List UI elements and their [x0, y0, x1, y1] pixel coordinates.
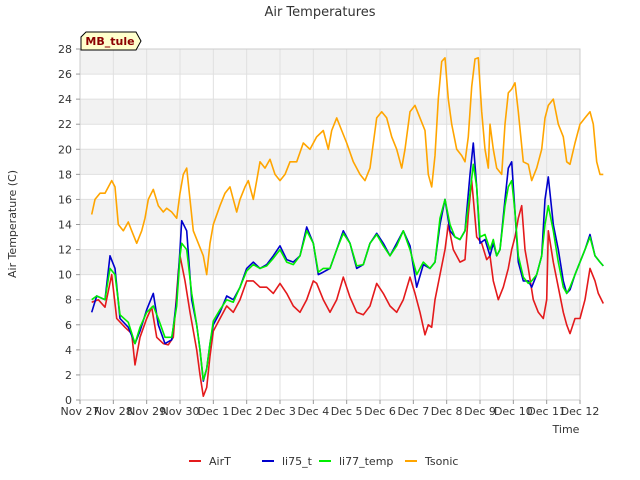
y-tick-label: 22 — [58, 118, 72, 131]
legend: AirT li75_t li77_temp Tsonic — [189, 455, 458, 468]
legend-label: li77_temp — [339, 455, 393, 468]
y-tick-label: 14 — [58, 219, 72, 232]
x-tick-label: Dec 9 — [464, 405, 496, 418]
legend-label: li75_t — [282, 455, 313, 468]
x-tick-label: Dec 8 — [431, 405, 463, 418]
series-line-tsonic — [90, 57, 604, 276]
x-tick-label: Dec 5 — [331, 405, 363, 418]
legend-label: AirT — [209, 455, 231, 468]
series-lines — [90, 57, 605, 397]
y-tick-label: 20 — [58, 143, 72, 156]
y-tick-label: 18 — [58, 168, 72, 181]
plot-band — [80, 249, 580, 275]
plot-band — [80, 49, 580, 75]
x-tick-label: Dec 4 — [297, 405, 329, 418]
y-tick-label: 2 — [65, 369, 72, 382]
x-tick-label: Dec 12 — [561, 405, 600, 418]
x-tick-label: Dec 6 — [364, 405, 396, 418]
y-tick-label: 28 — [58, 43, 72, 56]
series-line-li77-temp — [91, 163, 604, 381]
y-tick-label: 8 — [65, 294, 72, 307]
y-tick-label: 16 — [58, 193, 72, 206]
gridlines — [79, 48, 581, 401]
x-tick-label: Dec 2 — [231, 405, 263, 418]
site-tag-badge: MB_tule — [80, 31, 142, 51]
x-tick-label: Dec 7 — [397, 405, 429, 418]
x-tick-label: Dec 10 — [494, 405, 533, 418]
y-axis-label: Air Temperature (C) — [6, 170, 19, 278]
y-tick-label: 26 — [58, 68, 72, 81]
x-axis-label: Time — [552, 423, 580, 436]
y-tick-label: 12 — [58, 244, 72, 257]
x-tick-label: Nov 30 — [161, 405, 200, 418]
chart-title: Air Temperatures — [264, 5, 375, 20]
y-tick-label: 4 — [65, 344, 72, 357]
legend-label: Tsonic — [424, 455, 458, 468]
x-tick-label: Nov 28 — [94, 405, 133, 418]
x-tick-label: Dec 3 — [264, 405, 296, 418]
site-tag-box — [80, 31, 142, 51]
plot-band — [80, 349, 580, 375]
x-tick-label: Nov 27 — [61, 405, 100, 418]
x-tick-label: Dec 11 — [527, 405, 566, 418]
x-tick-label: Nov 29 — [127, 405, 166, 418]
x-tick-label: Dec 1 — [197, 405, 229, 418]
y-tick-label: 0 — [65, 394, 72, 407]
y-tick-label: 10 — [58, 269, 72, 282]
y-tick-label: 6 — [65, 319, 72, 332]
site-tag-label: MB_tule — [85, 35, 134, 48]
plot-bands — [80, 49, 580, 375]
y-tick-label: 24 — [58, 93, 72, 106]
plot-band — [80, 149, 580, 175]
plot-band — [80, 99, 580, 125]
